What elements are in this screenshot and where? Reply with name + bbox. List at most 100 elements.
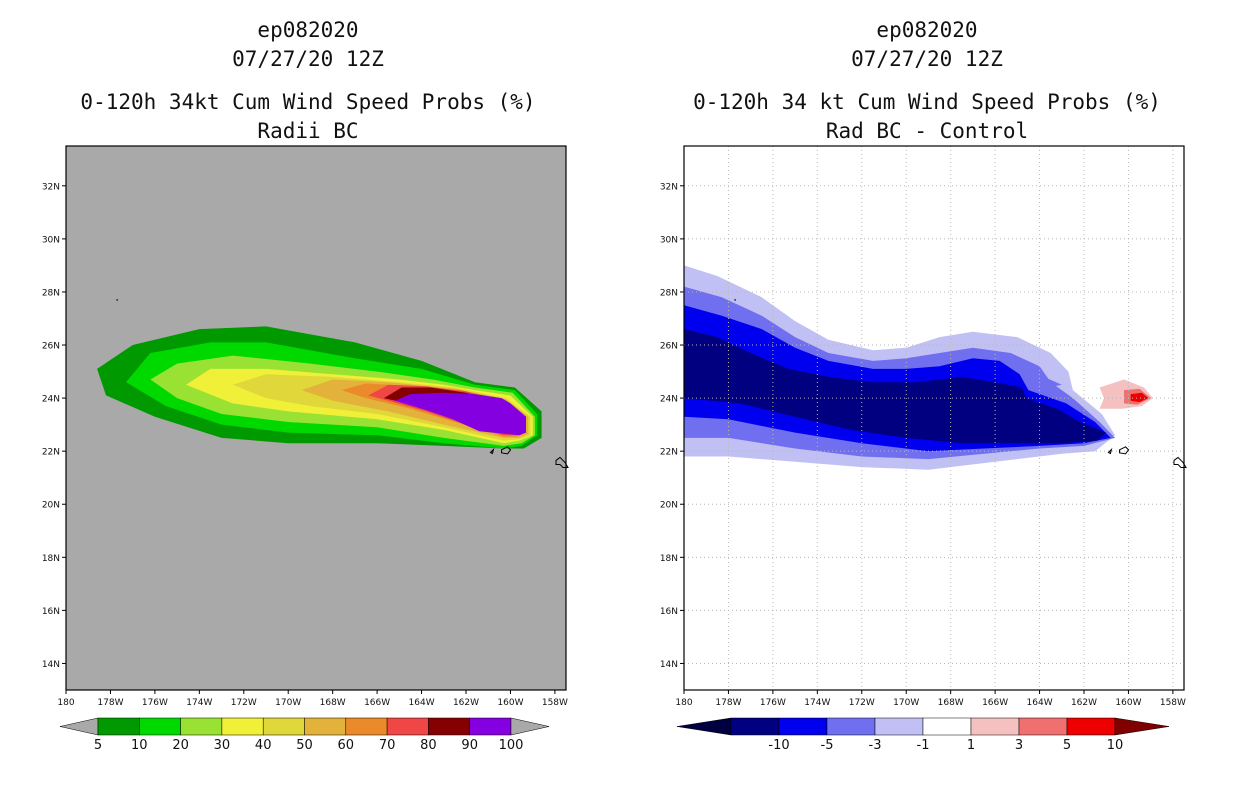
x-tick-label-2: 176W (142, 698, 168, 708)
x-tick-label-6: 168W (938, 698, 964, 708)
x-tick-label-0: 180 (57, 698, 74, 708)
x-tick-label-7: 166W (364, 698, 390, 708)
x-tick-label-11: 158W (542, 698, 568, 708)
x-tick-label-8: 164W (409, 698, 435, 708)
y-tick-label-0: 14N (660, 660, 678, 670)
colorbar-label-4: 1 (967, 738, 975, 753)
contour-level--10-3 (684, 329, 1107, 444)
colorbar-swatch-1 (778, 717, 828, 736)
y-tick-label-6: 26N (42, 342, 60, 352)
colorbar-label-0: -10 (768, 738, 789, 753)
colorbar-swatch-9 (469, 717, 512, 736)
colorbar-swatch-7 (1066, 717, 1116, 736)
x-tick-label-2: 176W (760, 698, 786, 708)
colorbar-label-2: 20 (172, 738, 189, 753)
left-title-line-1: ep082020 (257, 18, 359, 42)
x-tick-label-8: 164W (1027, 698, 1053, 708)
colorbar-swatch-8 (428, 717, 470, 736)
right-title-line-1: ep082020 (876, 18, 978, 42)
left-title-line-2: 07/27/20 12Z (232, 47, 384, 71)
y-tick-label-0: 14N (42, 660, 60, 670)
right-panel-title: ep082020 07/27/20 12Z 0-120h 34 kt Cum W… (677, 16, 1177, 146)
y-tick-label-4: 22N (42, 448, 60, 458)
y-tick-label-3: 20N (42, 501, 60, 511)
colorbar-low-arrow (59, 717, 99, 736)
colorbar-swatch-4 (922, 717, 972, 736)
colorbar-left: 5 10 20 30 40 50 60 70 80 90 100 (59, 717, 550, 753)
colorbar-label-6: 60 (338, 738, 355, 753)
island-niihau (1107, 447, 1113, 455)
y-tick-label-7: 28N (42, 288, 60, 298)
y-tick-label-6: 26N (660, 342, 678, 352)
colorbar-label-9: 90 (461, 738, 478, 753)
island-kure (116, 299, 118, 301)
right-subtitle-line-1: 0-120h 34 kt Cum Wind Speed Probs (%) (693, 90, 1161, 114)
left-subtitle-line-2: Radii BC (257, 119, 359, 143)
x-tick-label-1: 178W (97, 698, 123, 708)
island-kauai (1119, 446, 1130, 455)
colorbar-label-3: 30 (214, 738, 231, 753)
y-axis-right: 14N 16N 18N 20N 22N 24N 26N 28N 30N 32N (660, 182, 684, 670)
y-tick-label-2: 18N (42, 554, 60, 564)
colorbar-swatch-0 (97, 717, 140, 736)
y-tick-label-5: 24N (42, 395, 60, 405)
x-tick-label-5: 170W (275, 698, 301, 708)
island-kure (734, 299, 736, 301)
colorbar-label-1: -5 (821, 738, 834, 753)
x-tick-label-9: 162W (1071, 698, 1097, 708)
right-title-line-2: 07/27/20 12Z (851, 47, 1003, 71)
x-tick-label-10: 160W (497, 698, 523, 708)
y-tick-label-1: 16N (660, 607, 678, 617)
plot-frame-left (65, 145, 567, 691)
colorbar-swatch-2 (826, 717, 876, 736)
y-tick-label-3: 20N (660, 501, 678, 511)
colorbar-label-5: 3 (1015, 738, 1023, 753)
y-tick-label-2: 18N (660, 554, 678, 564)
y-tick-label-9: 32N (660, 182, 678, 192)
contour-layers-right (684, 265, 1153, 470)
colorbar-label-7: 70 (379, 738, 396, 753)
colorbar-swatch-3 (874, 717, 924, 736)
colorbar-swatch-6 (345, 717, 388, 736)
y-tick-label-8: 30N (660, 235, 678, 245)
colorbar-label-6: 5 (1063, 738, 1071, 753)
x-tick-label-4: 172W (849, 698, 875, 708)
colorbar-label-0: 5 (94, 738, 102, 753)
x-tick-label-5: 170W (893, 698, 919, 708)
left-panel-title: ep082020 07/27/20 12Z 0-120h 34kt Cum Wi… (58, 16, 558, 146)
colorbar-label-5: 50 (296, 738, 313, 753)
y-tick-label-1: 16N (42, 607, 60, 617)
colorbar-swatch-6 (1018, 717, 1068, 736)
y-tick-label-4: 22N (660, 448, 678, 458)
gridlines-right (684, 146, 1184, 690)
island-niihau (489, 447, 495, 455)
colorbar-label-3: -1 (917, 738, 930, 753)
colorbar-swatch-1 (139, 717, 181, 736)
colorbar-high-arrow (510, 717, 550, 736)
right-subtitle-line-2: Rad BC - Control (825, 119, 1029, 143)
x-axis-right: 180 178W 176W 174W 172W 170W 168W 166W 164W 162W 1… (675, 690, 1186, 708)
colorbar-swatch-0 (730, 717, 780, 736)
colorbar-label-10: 100 (499, 738, 524, 753)
contour-level-5-8 (1130, 392, 1149, 403)
y-axis-left: 14N 16N 18N 20N 22N 24N 26N 28N 30N 32N (42, 182, 66, 670)
y-tick-label-5: 24N (660, 395, 678, 405)
panel-right: 180 178W 176W 174W 172W 170W 168W 166W 164W 162W 1… (660, 145, 1187, 753)
colorbar-label-1: 10 (131, 738, 148, 753)
x-tick-label-0: 180 (675, 698, 692, 708)
y-tick-label-9: 32N (42, 182, 60, 192)
left-subtitle-line-1: 0-120h 34kt Cum Wind Speed Probs (%) (80, 90, 536, 114)
contour-level-90-9 (394, 392, 526, 436)
contour-level--3-5 (1032, 376, 1062, 388)
contour-layers-left (97, 326, 542, 449)
colorbar-label-2: -3 (869, 738, 882, 753)
x-tick-label-3: 174W (186, 698, 212, 708)
contour-level--5-4 (981, 368, 1009, 377)
x-tick-label-7: 166W (982, 698, 1008, 708)
colorbar-label-7: 10 (1107, 738, 1124, 753)
colorbar-right: -10 -5 -3 -1 1 3 5 10 (676, 717, 1170, 753)
y-tick-label-7: 28N (660, 288, 678, 298)
colorbar-swatch-4 (262, 717, 305, 736)
y-tick-label-8: 30N (42, 235, 60, 245)
